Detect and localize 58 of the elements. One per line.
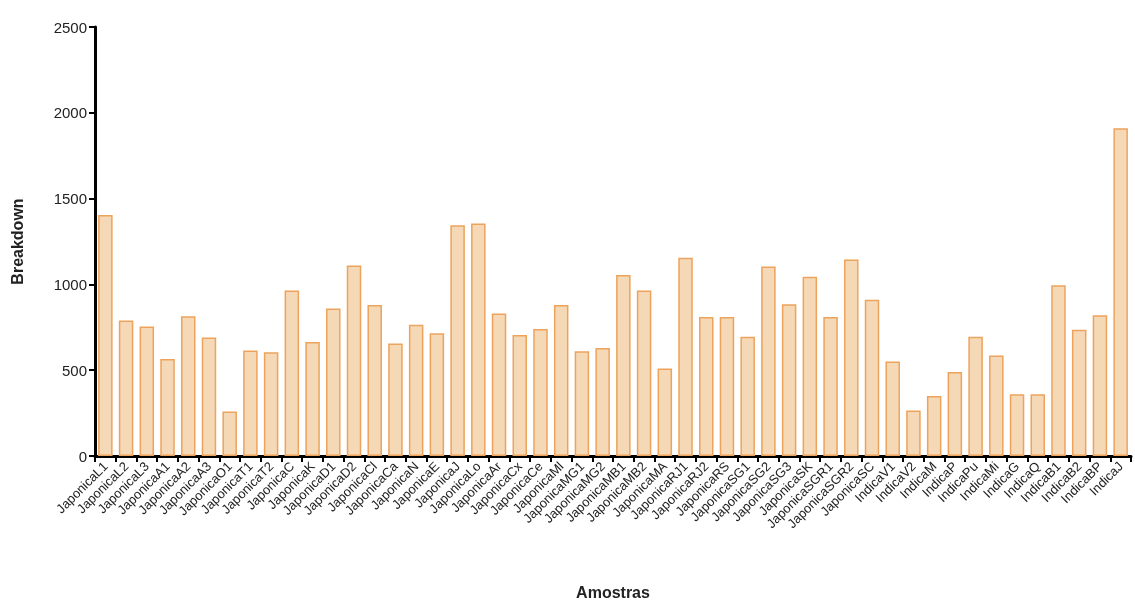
bar: [719, 317, 735, 456]
bar: [616, 274, 631, 456]
bar: [574, 351, 590, 456]
bar: [512, 335, 528, 456]
bar: [160, 359, 175, 456]
bar: [761, 266, 776, 456]
bar: [533, 329, 548, 456]
bar: [781, 304, 797, 456]
y-tick-label: 1000: [53, 275, 87, 293]
bar: [864, 299, 880, 456]
bar: [1030, 394, 1046, 456]
bar: [388, 343, 403, 456]
bar: [844, 259, 859, 456]
bar: [284, 290, 300, 456]
bar: [740, 336, 755, 456]
bar: [636, 290, 652, 456]
bar: [450, 225, 465, 456]
bar: [657, 368, 673, 456]
y-tick-label: 500: [61, 361, 87, 379]
bar: [305, 341, 320, 456]
bar: [989, 355, 1004, 456]
bar: [947, 371, 963, 456]
bar: [263, 352, 279, 456]
bar: [885, 361, 900, 456]
y-tick-label: 1500: [53, 190, 87, 208]
bar: [346, 265, 362, 456]
bar: [823, 317, 838, 456]
bar: [595, 347, 610, 456]
y-tick-label: 0: [78, 447, 87, 465]
bar: [180, 316, 196, 456]
bar: [553, 304, 569, 456]
bar: [1092, 315, 1108, 456]
bar: [429, 333, 445, 456]
bar: [802, 276, 818, 456]
y-tick-label: 2500: [53, 18, 87, 36]
bar: [906, 410, 921, 456]
bar: [367, 304, 382, 456]
bar: [1113, 128, 1128, 456]
bar: [678, 257, 693, 456]
bar: [243, 350, 258, 456]
bar: [118, 320, 134, 456]
bar: [326, 308, 341, 456]
bar: [698, 317, 714, 456]
bar: [222, 411, 237, 456]
x-axis-title: Amostras: [576, 583, 650, 601]
bar: [491, 313, 507, 456]
bar: [926, 395, 942, 456]
bar: [968, 336, 983, 456]
bar: [408, 324, 424, 456]
bar: [201, 337, 217, 456]
bar: [1009, 394, 1025, 456]
bar: [139, 326, 155, 456]
bar: [1051, 285, 1066, 456]
bar: [1071, 329, 1087, 456]
y-axis-title: Breakdown: [8, 198, 26, 285]
bar: [471, 223, 486, 456]
bar: [98, 214, 113, 456]
y-tick-label: 2000: [53, 104, 87, 122]
